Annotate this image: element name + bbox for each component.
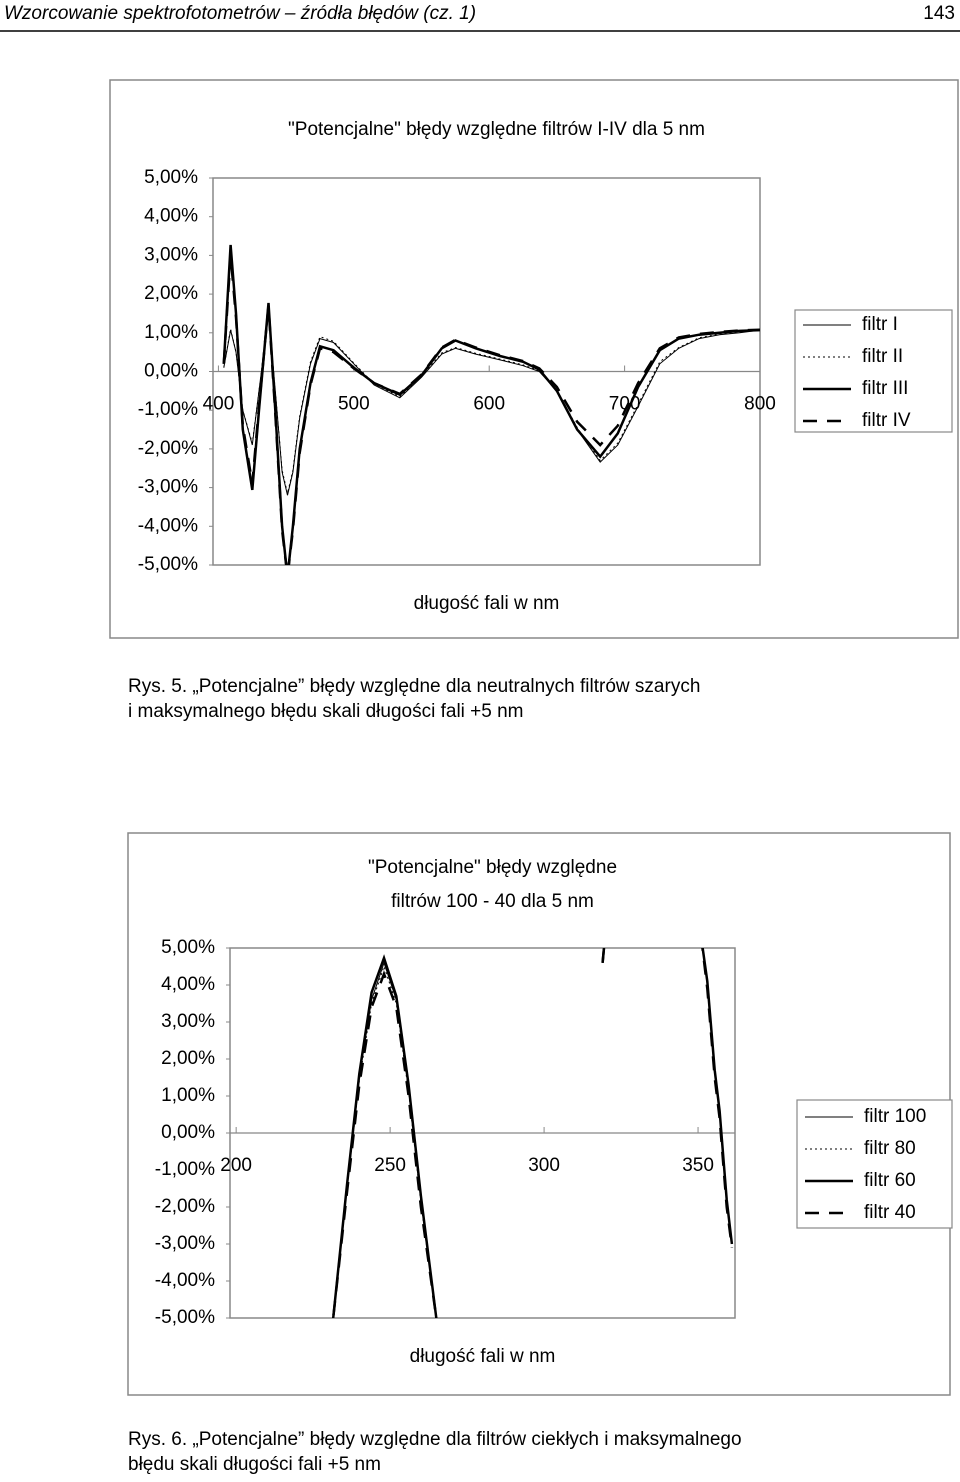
y-tick-label: 2,00% bbox=[161, 1048, 215, 1069]
chart: "Potencjalne" błędy względne filtrów 100 … bbox=[127, 832, 953, 1396]
x-tick-label: 200 bbox=[220, 1155, 252, 1176]
x-tick-label: 800 bbox=[744, 394, 776, 415]
y-tick-label: -4,00% bbox=[155, 1270, 215, 1291]
x-tick-label: 350 bbox=[682, 1155, 714, 1176]
legend-label: filtr IV bbox=[862, 410, 911, 431]
chart-title: filtrów 100 - 40 dla 5 nm bbox=[391, 891, 594, 912]
page-number: 143 bbox=[923, 3, 955, 24]
y-tick-label: 0,00% bbox=[144, 361, 198, 382]
running-header: Wzorcowanie spektrofotometrów – źródła b… bbox=[4, 3, 476, 24]
legend-box bbox=[796, 1099, 953, 1229]
y-tick-label: -2,00% bbox=[138, 438, 198, 459]
x-axis-label: długość fali w nm bbox=[414, 593, 560, 614]
chart-frame bbox=[109, 79, 959, 639]
y-tick-label: -5,00% bbox=[138, 554, 198, 575]
y-tick-label: -4,00% bbox=[138, 515, 198, 536]
legend-label: filtr 40 bbox=[864, 1202, 916, 1223]
y-tick-label: 5,00% bbox=[144, 167, 198, 188]
y-tick-label: 3,00% bbox=[161, 1011, 215, 1032]
y-tick-label: 0,00% bbox=[161, 1122, 215, 1143]
x-tick-label: 300 bbox=[528, 1155, 560, 1176]
x-tick-label: 250 bbox=[374, 1155, 406, 1176]
y-tick-label: 4,00% bbox=[161, 974, 215, 995]
x-tick-label: 400 bbox=[203, 394, 235, 415]
y-tick-label: 4,00% bbox=[144, 206, 198, 227]
x-tick-label: 500 bbox=[338, 394, 370, 415]
y-tick-label: 2,00% bbox=[144, 283, 198, 304]
series-line bbox=[222, 244, 760, 565]
legend-label: filtr II bbox=[862, 346, 903, 367]
x-axis-label: długość fali w nm bbox=[410, 1346, 556, 1367]
chart-title: "Potencjalne" błędy względne bbox=[368, 857, 617, 878]
caption-line: i maksymalnego błędu skali długości fali… bbox=[128, 701, 524, 722]
y-tick-label: -2,00% bbox=[155, 1196, 215, 1217]
chart-title: "Potencjalne" błędy względne filtrów I-I… bbox=[288, 119, 705, 140]
y-tick-label: -3,00% bbox=[138, 477, 198, 498]
legend-label: filtr 80 bbox=[864, 1138, 916, 1159]
y-tick-label: 1,00% bbox=[161, 1085, 215, 1106]
caption-line: błędu skali długości fali +5 nm bbox=[128, 1454, 381, 1475]
caption-line: Rys. 6. „Potencjalne” błędy względne dla… bbox=[128, 1429, 742, 1450]
legend-label: filtr 60 bbox=[864, 1170, 916, 1191]
y-tick-label: 3,00% bbox=[144, 244, 198, 265]
y-tick-label: 1,00% bbox=[144, 322, 198, 343]
y-tick-label: -5,00% bbox=[155, 1307, 215, 1328]
y-tick-label: -1,00% bbox=[138, 399, 198, 420]
y-tick-label: -1,00% bbox=[155, 1159, 215, 1180]
legend-label: filtr 100 bbox=[864, 1106, 926, 1127]
legend-box bbox=[794, 309, 953, 433]
y-tick-label: 5,00% bbox=[161, 937, 215, 958]
x-tick-label: 600 bbox=[473, 394, 505, 415]
legend-label: filtr III bbox=[862, 378, 908, 399]
caption-line: Rys. 5. „Potencjalne” błędy względne dla… bbox=[128, 676, 700, 697]
y-tick-label: -3,00% bbox=[155, 1233, 215, 1254]
legend-label: filtr I bbox=[862, 314, 898, 335]
chart: "Potencjalne" błędy względne filtrów I-I… bbox=[109, 79, 959, 639]
series-line bbox=[331, 948, 734, 1318]
